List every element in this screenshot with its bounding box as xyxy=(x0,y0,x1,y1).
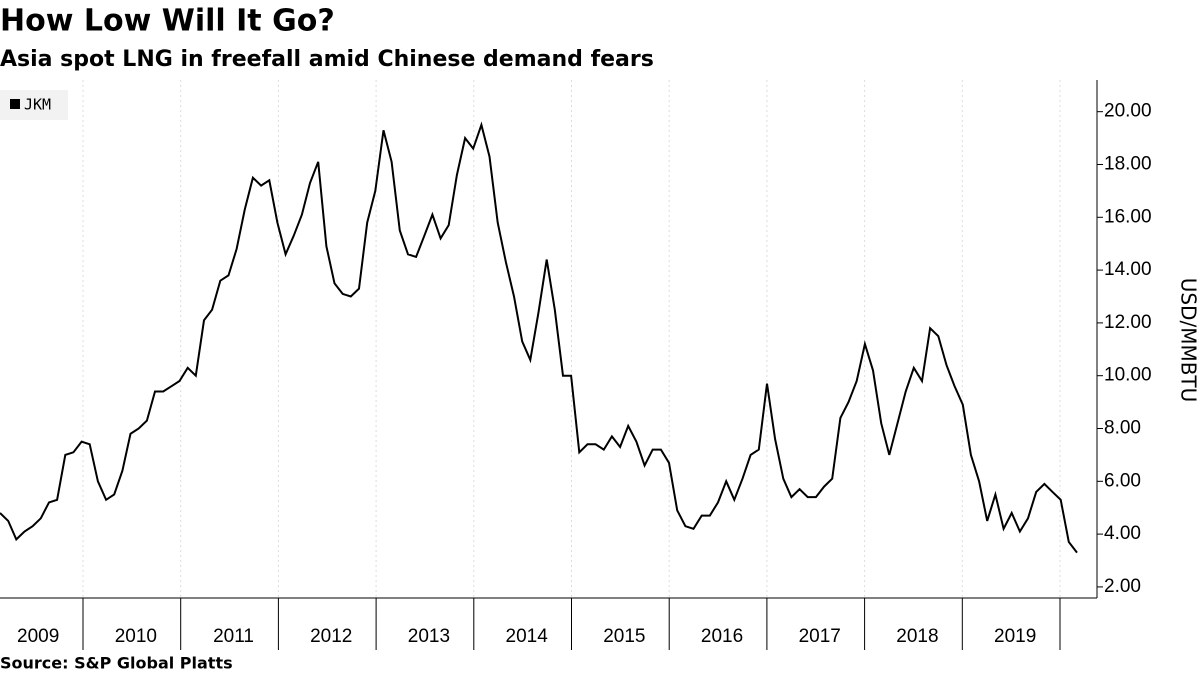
y-tick-label: 16.00 xyxy=(1104,206,1152,227)
x-tick-label: 2017 xyxy=(799,626,841,647)
x-tick-label: 2013 xyxy=(408,626,450,647)
x-tick-label: 2010 xyxy=(115,626,157,647)
x-tick-label: 2019 xyxy=(994,626,1036,647)
y-tick-label: 18.00 xyxy=(1104,154,1152,175)
y-tick-label: 6.00 xyxy=(1104,470,1141,491)
x-tick-label: 2018 xyxy=(896,626,938,647)
line-series xyxy=(0,121,1078,554)
y-tick-label: 14.00 xyxy=(1104,259,1152,280)
legend-label: JKM xyxy=(24,96,51,114)
x-tick-label: 2009 xyxy=(17,626,59,647)
y-tick-label: 8.00 xyxy=(1104,418,1141,439)
x-tick-label: 2011 xyxy=(213,626,254,647)
x-tick-label: 2015 xyxy=(603,626,645,647)
chart-subtitle: Asia spot LNG in freefall amid Chinese d… xyxy=(0,47,654,72)
y-axis-label: USD/MMBTU xyxy=(1177,278,1200,403)
y-tick-label: 2.00 xyxy=(1104,576,1141,597)
chart-title: How Low Will It Go? xyxy=(0,4,335,39)
legend-swatch xyxy=(10,99,20,109)
x-tick-label: 2012 xyxy=(310,626,352,647)
y-tick-label: 12.00 xyxy=(1104,312,1152,333)
x-tick-label: 2016 xyxy=(701,626,743,647)
y-tick-label: 10.00 xyxy=(1104,365,1152,386)
source-note: Source: S&P Global Platts xyxy=(0,654,233,673)
y-tick-label: 4.00 xyxy=(1104,523,1141,544)
y-tick-label: 20.00 xyxy=(1104,101,1152,122)
x-tick-label: 2014 xyxy=(506,626,549,647)
